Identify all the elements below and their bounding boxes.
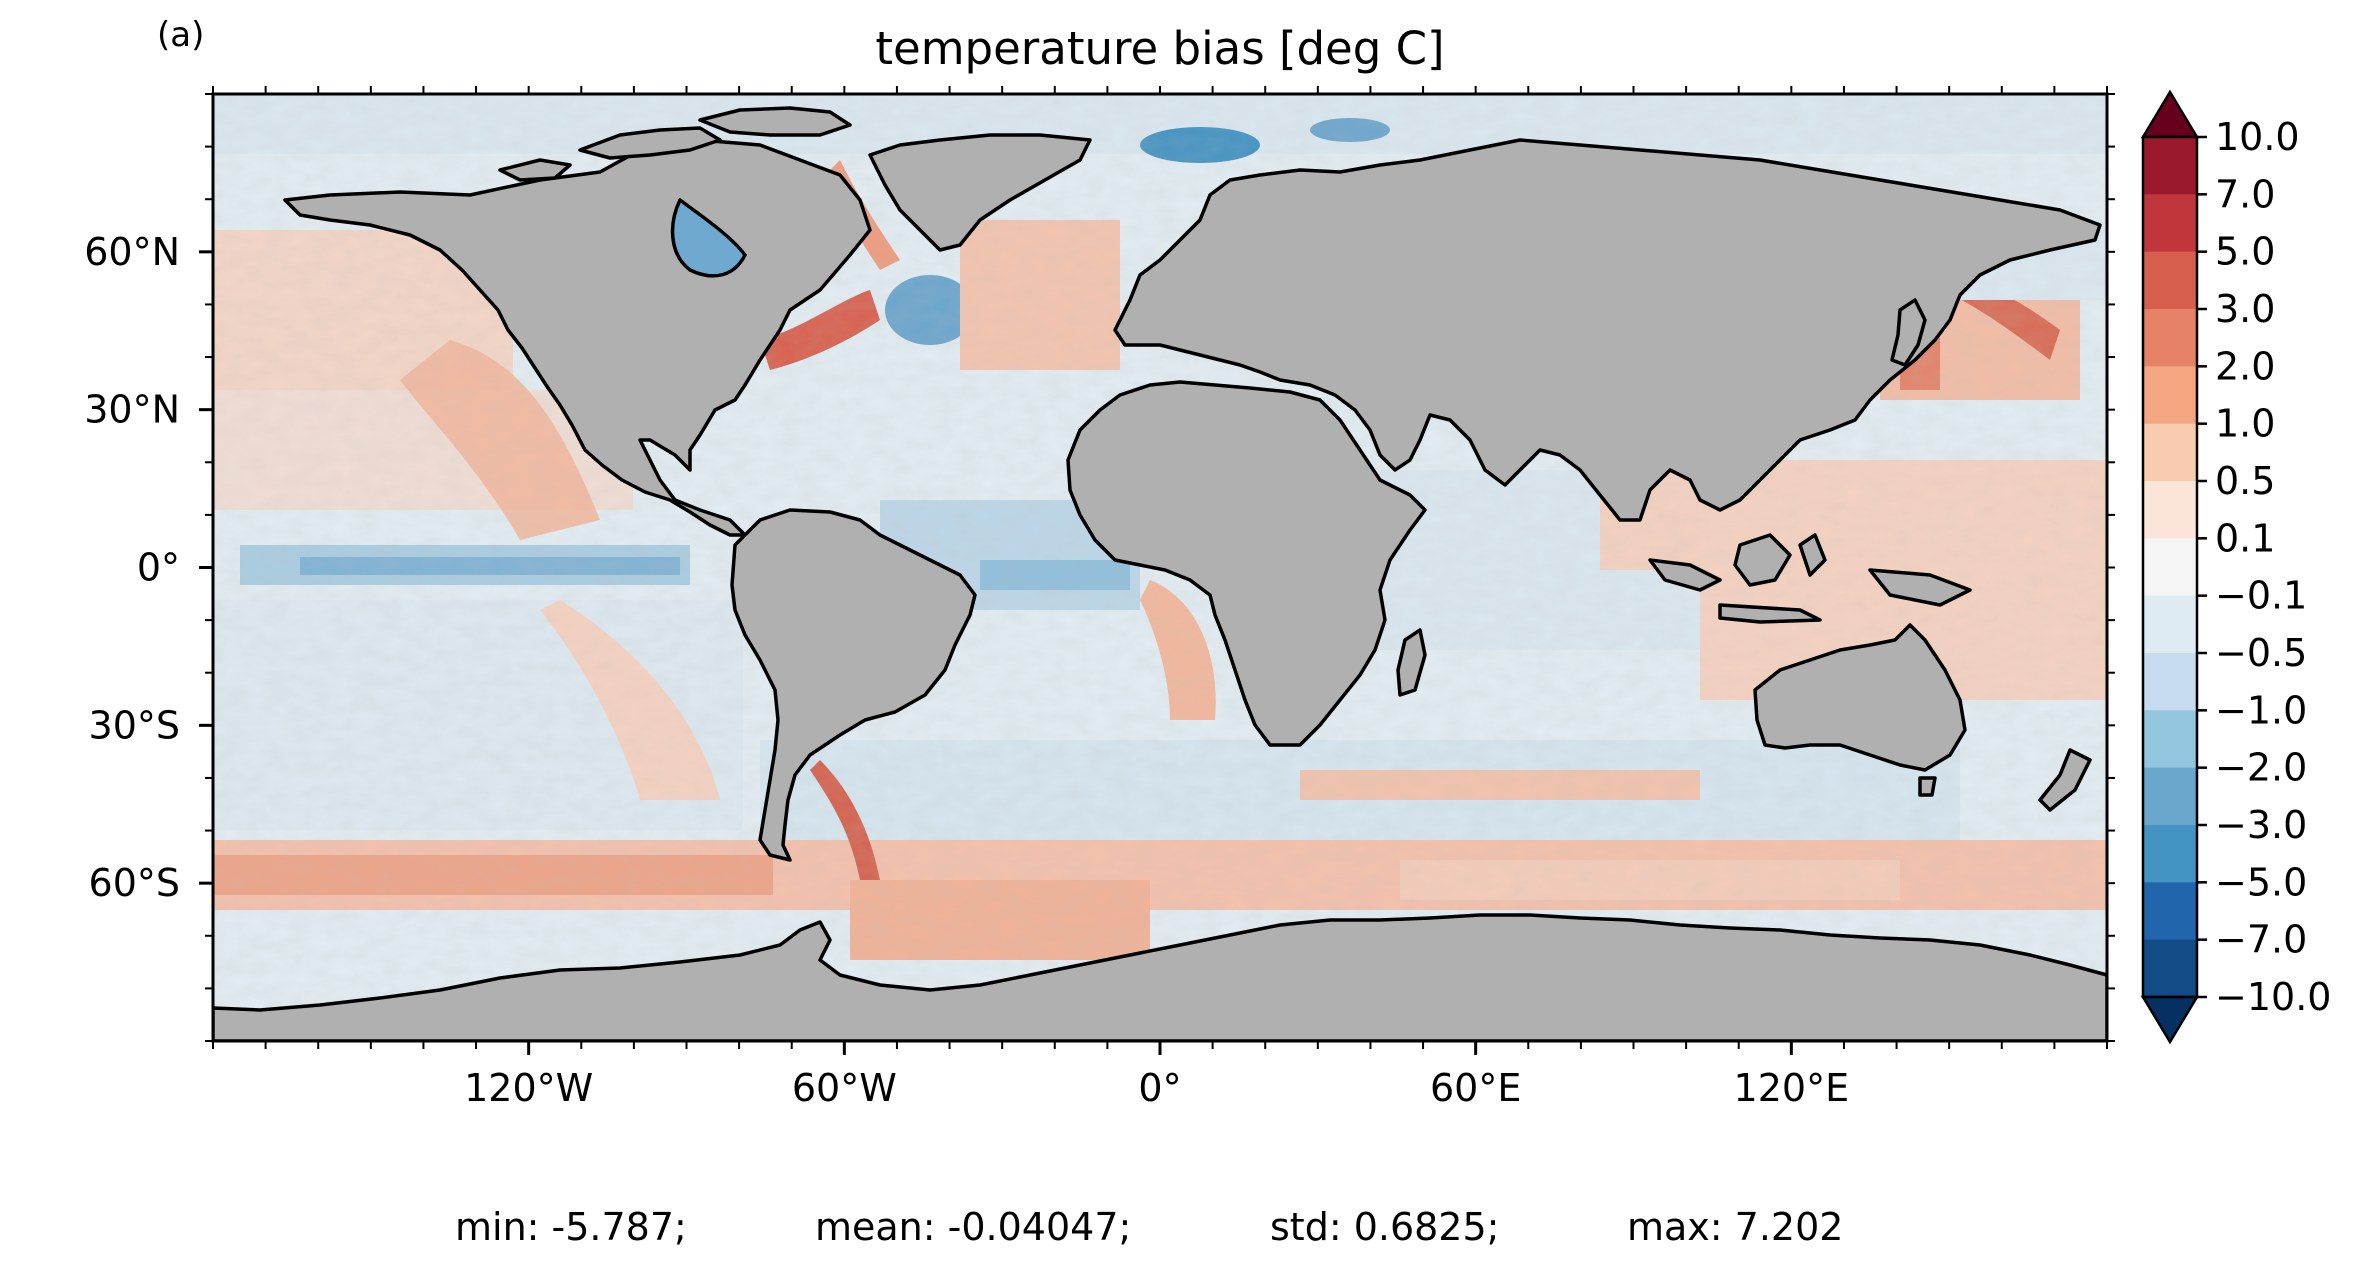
stat-min: min: -5.787; [455,1205,687,1249]
colorbar-segment [2143,882,2197,941]
colorbar-label: −0.5 [2215,631,2307,675]
x-tick-label: 0° [1138,1066,1181,1110]
x-tick-label: 60°W [792,1066,897,1110]
colorbar-label: 1.0 [2215,402,2275,446]
colorbar-segment [2143,939,2197,998]
colorbar-upper-extend [2140,89,2200,139]
y-tick-label: 60°S [89,861,180,905]
australia-land [1753,623,1967,772]
greenland-land [868,133,1092,252]
map-panel [213,94,2107,1041]
colorbar-segment [2143,423,2197,482]
land-layer [213,106,2107,1041]
colorbar-segment [2143,309,2197,367]
colorbar-segment [2143,194,2197,253]
colorbar-segment [2143,767,2197,826]
colorbar-label: 7.0 [2215,172,2275,216]
antarctica-land [213,913,2107,1041]
x-tick-label: 120°E [1734,1066,1850,1110]
colorbar-label: −10.0 [2215,975,2331,1019]
y-tick-label: 60°N [84,230,180,274]
colorbar-segment [2143,710,2197,769]
stats-line: min: -5.787; mean: -0.04047; std: 0.6825… [455,1205,1843,1249]
colorbar-segment [2143,137,2197,195]
map-title: temperature bias [deg C] [875,22,1444,75]
panel-label: (a) [157,15,204,55]
colorbar-label: 2.0 [2215,344,2275,388]
colorbar-label: −1.0 [2215,688,2307,732]
colorbar: 10.0 7.0 5.0 3.0 2.0 1.0 0.5 0.1 −0.1 −0.5 −1.0 −2.… [2140,89,2331,1045]
eurasia-land [1113,138,2102,522]
africa-land [1066,380,1427,747]
colorbar-label: −3.0 [2215,803,2307,847]
colorbar-segment [2143,538,2197,597]
colorbar-label: −0.1 [2215,574,2307,618]
x-axis: 120°W 60°W 0° 60°E 120°E [212,86,2108,1110]
colorbar-label: 0.5 [2215,459,2275,503]
colorbar-label: 0.1 [2215,516,2275,560]
colorbar-segment [2143,825,2197,883]
colorbar-segment [2143,653,2197,711]
colorbar-label: −7.0 [2215,918,2307,962]
colorbar-lower-extend [2140,995,2200,1045]
colorbar-label: −2.0 [2215,746,2307,790]
y-tick-label: 30°N [84,388,180,432]
colorbar-label: 5.0 [2215,230,2275,274]
colorbar-segment [2143,595,2197,654]
colorbar-label: 10.0 [2215,115,2300,159]
colorbar-frame [2141,135,2199,999]
colorbar-label: 3.0 [2215,287,2275,331]
y-axis: 60°N 30°N 0° 30°S 60°S [84,93,2115,1042]
y-tick-label: 30°S [89,703,180,747]
y-tick-label: 0° [137,546,180,590]
colorbar-segment [2143,366,2197,425]
colorbar-segment [2143,481,2197,539]
x-tick-label: 120°W [464,1066,593,1110]
stat-mean: mean: -0.04047; [815,1205,1131,1249]
colorbar-segment [2143,251,2197,310]
colorbar-label: −5.0 [2215,860,2307,904]
south-america-land [730,508,977,862]
stat-max: max: 7.202 [1627,1205,1843,1249]
stat-std: std: 0.6825; [1270,1205,1499,1249]
x-tick-label: 60°E [1430,1066,1521,1110]
